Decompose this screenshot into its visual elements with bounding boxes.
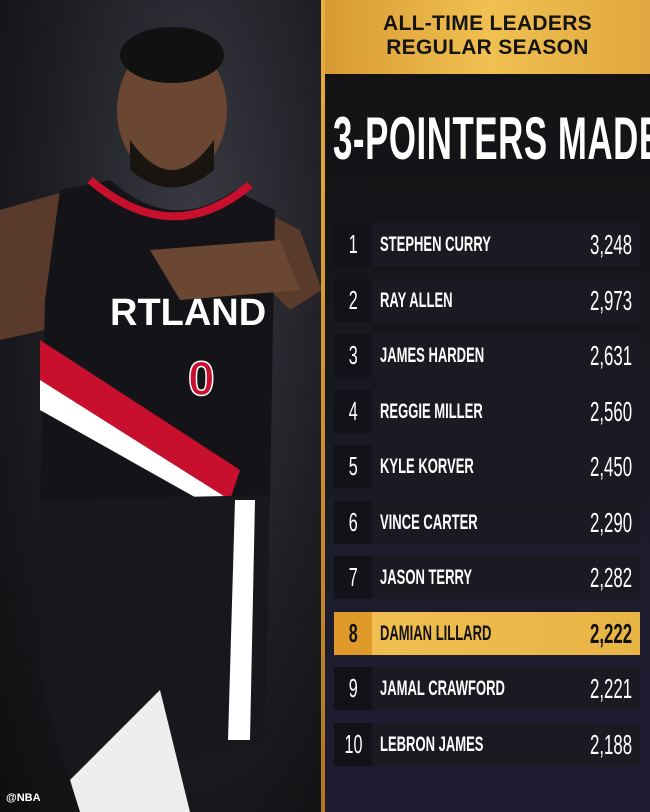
player-name: DAMIAN LILLARD	[380, 621, 492, 645]
leader-row: 7 JASON TERRY 2,282	[334, 556, 640, 599]
header-line-2: REGULAR SEASON	[386, 36, 589, 59]
player-name: VINCE CARTER	[380, 510, 478, 534]
rank-cell: 5	[334, 445, 372, 488]
header-line-1: ALL-TIME LEADERS	[383, 12, 592, 35]
three-pointers-made: 2,290	[589, 506, 632, 538]
rank: 2	[348, 284, 358, 315]
player-illustration: RTLAND 0	[0, 27, 322, 812]
leader-row: 6 VINCE CARTER 2,290	[334, 500, 640, 544]
rank-cell: 10	[334, 722, 372, 766]
rank: 8	[348, 617, 358, 648]
rank: 4	[348, 395, 358, 426]
three-pointers-made: 2,450	[589, 451, 632, 482]
leader-row: 4 REGGIE MILLER 2,560	[334, 389, 640, 433]
rank-cell: 9	[334, 667, 372, 710]
player-name: LEBRON JAMES	[380, 732, 484, 756]
three-pointers-made: 2,282	[589, 562, 632, 593]
rank-cell: 8	[334, 611, 372, 655]
player-photo: RTLAND 0 @NBA	[0, 0, 322, 812]
player-name: REGGIE MILLER	[380, 399, 483, 423]
three-pointers-made: 2,221	[589, 673, 632, 704]
player-name: KYLE KORVER	[380, 455, 474, 478]
nba-handle: @NBA	[6, 792, 41, 804]
rank: 1	[348, 229, 358, 259]
rank: 7	[348, 562, 358, 592]
player-name: JAMES HARDEN	[380, 344, 485, 367]
rank: 3	[348, 340, 358, 370]
rank-cell: 3	[334, 334, 372, 377]
three-pointers-made: 2,631	[589, 340, 632, 371]
rank-cell: 4	[334, 389, 372, 433]
header-banner: ALL-TIME LEADERS REGULAR SEASON	[325, 0, 650, 74]
player-name: JAMAL CRAWFORD	[380, 677, 505, 700]
player-name: JASON TERRY	[380, 566, 473, 589]
rank-cell: 1	[334, 223, 372, 266]
rank-cell: 7	[334, 556, 372, 599]
leader-row: 8 DAMIAN LILLARD 2,222	[334, 611, 640, 655]
three-pointers-made: 3,248	[589, 229, 632, 260]
leader-row: 10 LEBRON JAMES 2,188	[334, 722, 640, 766]
rank: 5	[348, 451, 358, 481]
leader-row: 2 RAY ALLEN 2,973	[334, 278, 640, 322]
leaders-panel: ALL-TIME LEADERS REGULAR SEASON 3-POINTE…	[325, 0, 650, 812]
leader-row: 5 KYLE KORVER 2,450	[334, 445, 640, 488]
player-name: STEPHEN CURRY	[380, 233, 491, 256]
leader-row: 1 STEPHEN CURRY 3,248	[334, 223, 640, 266]
three-pointers-made: 2,188	[589, 728, 632, 760]
rank: 9	[348, 673, 358, 703]
three-pointers-made: 2,973	[589, 284, 632, 316]
three-pointers-made: 2,222	[589, 617, 632, 649]
gold-divider	[321, 0, 325, 812]
stat-title: 3-POINTERS MADE	[333, 105, 650, 172]
rank-cell: 2	[334, 278, 372, 322]
leader-row: 9 JAMAL CRAWFORD 2,221	[334, 667, 640, 710]
jersey-number: 0	[188, 353, 215, 406]
leader-row: 3 JAMES HARDEN 2,631	[334, 334, 640, 377]
player-name: RAY ALLEN	[380, 288, 453, 312]
rank: 10	[344, 728, 362, 759]
three-pointers-made: 2,560	[589, 395, 632, 427]
rank-cell: 6	[334, 500, 372, 544]
rank: 6	[348, 506, 358, 537]
